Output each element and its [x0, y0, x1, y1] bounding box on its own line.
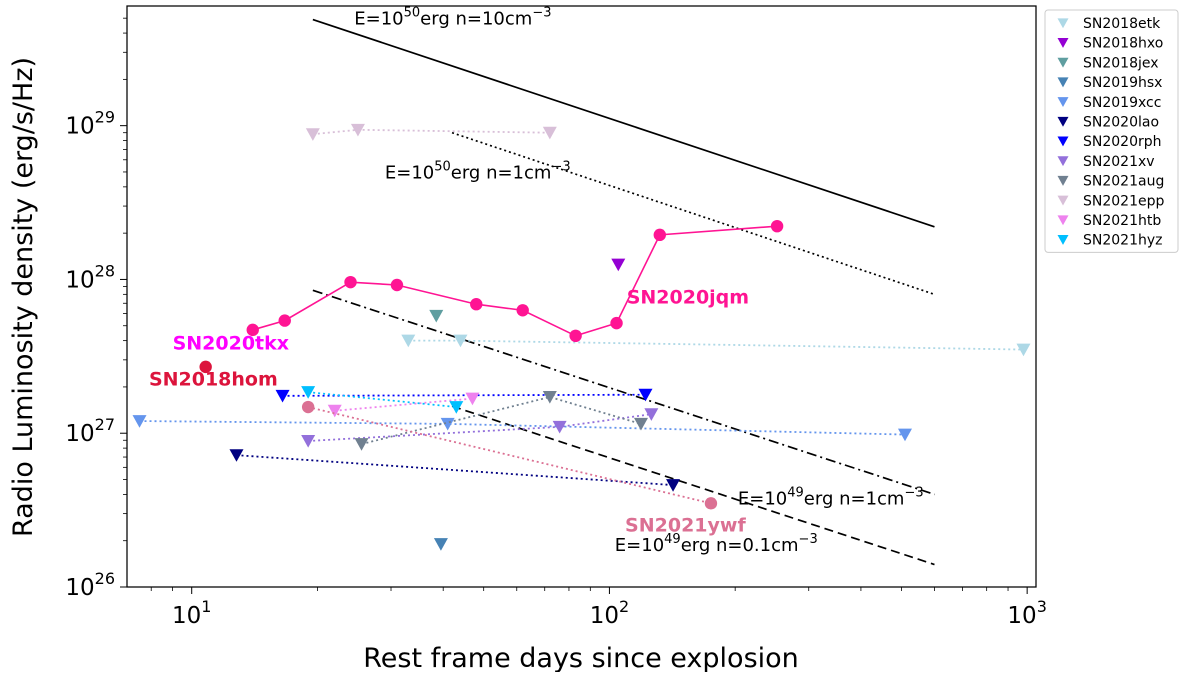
data-point	[449, 401, 464, 414]
legend-label: SN2021aug	[1083, 174, 1164, 190]
model-line	[312, 289, 935, 496]
legend-marker	[1057, 57, 1069, 68]
data-point	[770, 219, 784, 233]
legend: SN2018etk SN2018hxo SN2018jex SN2019hsx SN20…	[1044, 9, 1179, 253]
legend-label: SN2020lao	[1083, 115, 1159, 131]
data-point	[610, 316, 623, 330]
series-line	[312, 128, 550, 136]
point-label: SN2020tkx	[173, 333, 289, 355]
legend-label: SN2019hsx	[1083, 75, 1162, 91]
legend-marker	[1057, 235, 1069, 245]
y-tick-label: 1027	[65, 415, 115, 447]
series-line	[139, 420, 906, 436]
legend-marker	[1057, 136, 1069, 147]
legend-marker	[1057, 116, 1069, 127]
legend-marker	[1057, 156, 1069, 167]
series-line	[252, 225, 778, 337]
data-point	[897, 428, 912, 442]
legend-marker	[1057, 38, 1069, 48]
model-line	[451, 405, 935, 566]
legend-marker	[1057, 215, 1069, 226]
legend-label: SN2018etk	[1083, 16, 1161, 32]
y-tick-label: 1029	[65, 108, 115, 140]
legend-marker	[1057, 97, 1069, 108]
model-line-label: E=1050erg n=10cm−3	[354, 5, 551, 29]
data-point	[246, 323, 259, 337]
data-point	[470, 298, 483, 311]
legend-label: SN2018jex	[1083, 55, 1159, 71]
y-tick-label: 1026	[65, 569, 115, 601]
x-tick-label: 101	[172, 597, 211, 629]
series-line	[334, 397, 473, 412]
legend-marker	[1057, 195, 1069, 206]
point-label: SN2020jqm	[627, 286, 749, 308]
model-line-label: E=1049erg n=0.1cm−3	[615, 532, 818, 556]
data-point	[132, 415, 147, 428]
series-line	[307, 406, 712, 505]
data-point	[611, 258, 626, 272]
y-tick-label: 1028	[65, 261, 115, 293]
data-point	[354, 438, 369, 451]
data-point	[552, 420, 567, 434]
data-point	[1016, 343, 1031, 357]
data-point	[278, 314, 291, 327]
data-point	[401, 334, 416, 348]
data-point	[275, 389, 290, 403]
x-tick-label: 102	[590, 597, 629, 629]
data-point	[638, 388, 653, 402]
x-axis-label: Rest frame days since explosion	[363, 643, 799, 672]
legend-label: SN2021xv	[1083, 154, 1155, 170]
legend-label: SN2021epp	[1083, 193, 1164, 209]
point-label: SN2018hom	[149, 368, 278, 390]
legend-label: SN2019xcc	[1083, 95, 1161, 111]
series-line	[236, 454, 674, 486]
legend-label: SN2020rph	[1083, 134, 1162, 150]
data-point	[301, 435, 316, 448]
legend-marker	[1057, 175, 1069, 186]
data-point	[633, 417, 648, 431]
plot-frame	[126, 5, 1037, 588]
y-axis-label: Radio Luminosity density (erg/s/Hz)	[8, 57, 39, 537]
data-point	[429, 309, 444, 323]
data-point	[390, 278, 404, 292]
data-point	[229, 449, 244, 462]
legend-marker	[1057, 77, 1069, 88]
data-point	[516, 304, 529, 317]
data-point	[666, 479, 681, 492]
point-label: SN2021ywf	[625, 514, 746, 536]
data-point	[465, 392, 480, 406]
data-point	[653, 228, 666, 242]
data-point	[344, 275, 357, 289]
model-line	[451, 131, 935, 296]
data-point	[433, 538, 448, 551]
data-point	[440, 417, 455, 431]
data-point	[453, 334, 468, 348]
legend-marker	[1057, 18, 1069, 29]
data-point	[199, 360, 212, 374]
legend-label: SN2018hxo	[1083, 36, 1163, 52]
data-point	[305, 128, 320, 141]
legend-box	[1044, 9, 1179, 253]
data-point	[704, 497, 718, 510]
model-line	[312, 18, 935, 228]
data-point	[542, 126, 557, 140]
series-line	[282, 393, 646, 397]
data-point	[350, 123, 365, 137]
legend-label: SN2021hyz	[1083, 233, 1163, 249]
data-point	[327, 404, 342, 418]
model-line-label: E=1050erg n=1cm−3	[385, 159, 571, 183]
data-point	[542, 391, 557, 404]
x-tick-label: 103	[1007, 597, 1046, 629]
data-point	[644, 408, 659, 421]
data-point	[301, 400, 315, 414]
legend-label: SN2021htb	[1083, 213, 1161, 229]
series-line	[408, 339, 1024, 351]
model-line-label: E=1049erg n=1cm−3	[738, 485, 924, 509]
data-point	[301, 386, 316, 399]
data-point	[569, 329, 582, 343]
